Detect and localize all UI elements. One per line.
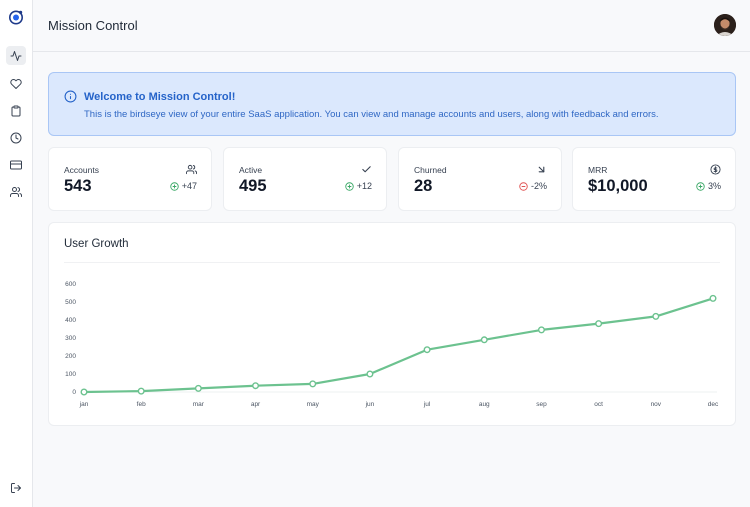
users-icon xyxy=(186,164,197,175)
user-growth-card: User Growth 0 100 200 300 400 500 600 jan feb mar… xyxy=(48,222,736,426)
clipboard-icon xyxy=(11,105,21,116)
stat-value: $10,000 xyxy=(588,177,648,195)
data-point[interactable] xyxy=(252,382,260,390)
stat-card-active: Active 495 +12 xyxy=(223,147,387,211)
stat-change: +12 xyxy=(345,181,372,191)
stat-label: Accounts xyxy=(64,165,99,175)
credit-card-icon xyxy=(10,160,22,169)
sidebar-item-clipboard[interactable] xyxy=(6,101,26,120)
avatar[interactable] xyxy=(714,14,736,36)
banner-title: Welcome to Mission Control! xyxy=(84,91,236,103)
page-title: Mission Control xyxy=(48,18,138,33)
stat-card-accounts: Accounts 543 +47 xyxy=(48,147,212,211)
sidebar-item-history[interactable] xyxy=(6,128,26,147)
logout-button[interactable] xyxy=(6,478,26,497)
logo-icon xyxy=(9,10,23,25)
x-tick-label: dec xyxy=(708,401,719,408)
x-tick-label: jan xyxy=(79,401,89,408)
sidebar-item-billing[interactable] xyxy=(6,155,26,174)
info-icon xyxy=(64,90,77,103)
users-icon xyxy=(10,186,22,197)
data-point[interactable] xyxy=(595,320,603,328)
stat-label: MRR xyxy=(588,165,608,175)
data-point[interactable] xyxy=(366,370,374,378)
x-tick-label: jul xyxy=(423,401,431,408)
stat-value: 495 xyxy=(239,177,267,195)
stat-value: 543 xyxy=(64,177,92,195)
data-point[interactable] xyxy=(80,388,88,396)
plus-circle-icon xyxy=(170,181,179,191)
x-tick-label: aug xyxy=(479,401,490,408)
y-tick-label: 0 xyxy=(72,389,76,396)
x-tick-label: feb xyxy=(137,401,146,408)
x-tick-label: sep xyxy=(536,401,547,408)
stat-value: 28 xyxy=(414,177,433,195)
x-tick-label: apr xyxy=(251,401,261,408)
banner-text: This is the birdseye view of your entire… xyxy=(84,109,659,120)
stat-label: Churned xyxy=(414,165,447,175)
data-point[interactable] xyxy=(423,346,431,354)
logout-icon xyxy=(11,482,21,493)
sidebar xyxy=(0,0,33,507)
data-point[interactable] xyxy=(309,380,317,388)
series-line xyxy=(83,297,714,394)
data-point[interactable] xyxy=(137,387,145,395)
chart-title: User Growth xyxy=(64,238,129,250)
check-icon xyxy=(362,166,371,173)
stat-change-value: -2% xyxy=(530,181,547,191)
data-point[interactable] xyxy=(537,326,545,334)
activity-icon xyxy=(10,50,22,61)
stat-change: +47 xyxy=(170,181,197,191)
stat-card-mrr: MRR $10,000 3% xyxy=(572,147,736,211)
sidebar-item-favorites[interactable] xyxy=(6,74,26,93)
sidebar-item-users[interactable] xyxy=(6,182,26,201)
x-tick-label: may xyxy=(307,401,320,408)
stat-change-value: +47 xyxy=(181,181,197,191)
stat-change-value: +12 xyxy=(356,181,372,191)
y-tick-label: 400 xyxy=(65,317,76,324)
plus-circle-icon xyxy=(696,181,705,191)
data-point[interactable] xyxy=(652,312,660,320)
stat-change: -2% xyxy=(519,181,547,191)
data-point[interactable] xyxy=(709,294,717,302)
welcome-banner: Welcome to Mission Control! This is the … xyxy=(48,72,736,136)
stat-change: 3% xyxy=(696,181,721,191)
y-tick-label: 300 xyxy=(65,335,76,342)
x-tick-label: nov xyxy=(651,401,662,408)
y-tick-label: 600 xyxy=(65,281,76,288)
minus-circle-icon xyxy=(519,181,528,191)
data-point[interactable] xyxy=(480,336,488,344)
stat-label: Active xyxy=(239,165,263,175)
stat-card-churned: Churned 28 -2% xyxy=(398,147,562,211)
x-tick-label: jun xyxy=(365,401,375,408)
y-tick-label: 200 xyxy=(65,353,76,360)
arrow-down-right-icon xyxy=(538,166,545,173)
user-growth-chart: 0 100 200 300 400 500 600 jan feb mar apr may jun jul… xyxy=(65,281,719,408)
header: Mission Control xyxy=(33,0,750,52)
plus-circle-icon xyxy=(345,181,354,191)
clock-icon xyxy=(10,132,22,143)
x-tick-label: oct xyxy=(594,401,603,408)
y-tick-label: 500 xyxy=(65,299,76,306)
heart-icon xyxy=(10,78,22,89)
sidebar-item-activity[interactable] xyxy=(6,46,26,65)
data-point[interactable] xyxy=(194,384,202,392)
stat-change-value: 3% xyxy=(707,181,721,191)
divider xyxy=(64,262,720,263)
dollar-icon xyxy=(710,164,721,175)
y-tick-label: 100 xyxy=(65,371,76,378)
x-tick-label: mar xyxy=(193,401,205,408)
